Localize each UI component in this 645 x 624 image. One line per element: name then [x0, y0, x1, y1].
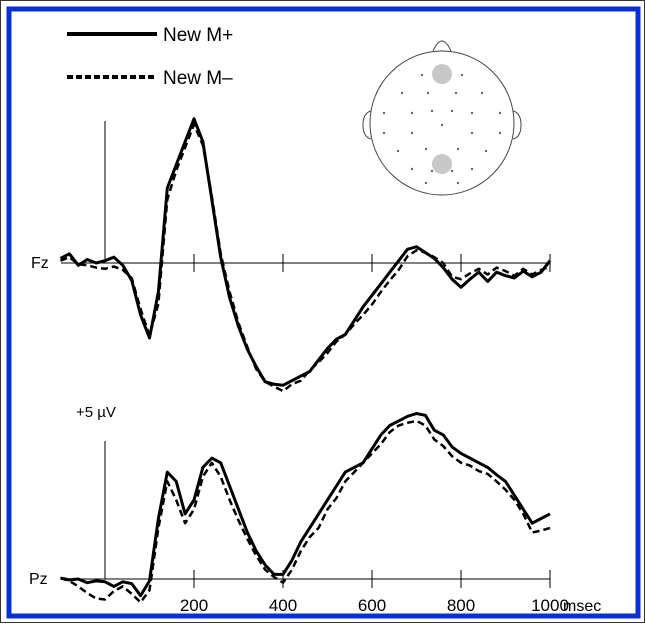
traces	[59, 117, 552, 604]
electrode-fz-marker	[432, 64, 452, 84]
electrode-dot	[470, 167, 474, 171]
pz-trace-new-m-minus	[60, 419, 551, 604]
x-tick-label-200: 200	[180, 596, 208, 615]
head-outline	[369, 50, 515, 196]
electrode-dot	[430, 169, 434, 173]
electrode-dot	[410, 131, 414, 135]
electrode-dot	[454, 91, 458, 95]
electrode-dot	[382, 131, 386, 135]
pz-axes: Pz	[29, 570, 551, 588]
plot-border	[6, 6, 641, 619]
electrode-dot	[480, 91, 484, 95]
electrode-dot	[498, 131, 502, 135]
scalp-electrode-map	[362, 40, 522, 196]
channel-label-fz: Fz	[31, 255, 49, 272]
fz-axes: Fz	[31, 121, 551, 272]
head-nose	[432, 40, 452, 52]
electrode-dot	[382, 111, 386, 115]
electrode-dot	[498, 111, 502, 115]
x-unit-label: msec	[563, 598, 601, 615]
legend: New M+ New M–	[67, 25, 233, 89]
electrode-dot	[426, 91, 430, 95]
head-right-ear	[512, 110, 522, 140]
voltage-scale: +5 µV	[76, 404, 116, 579]
electrode-dot	[440, 123, 444, 127]
electrode-dot	[470, 131, 474, 135]
legend-label-new-m-plus: New M+	[163, 25, 233, 46]
electrode-dot	[470, 111, 474, 115]
electrode-dot	[400, 91, 404, 95]
electrode-dot	[430, 109, 434, 113]
electrode-dot	[396, 149, 400, 153]
electrode-pz-marker	[432, 154, 452, 174]
x-tick-label-1000: 1000	[531, 596, 569, 615]
pz-trace-new-m-plus	[60, 412, 551, 598]
electrode-dot	[410, 167, 414, 171]
electrode-dot	[450, 109, 454, 113]
electrode-dot	[424, 147, 428, 151]
electrode-dot	[456, 181, 460, 185]
x-tick-label-600: 600	[358, 596, 386, 615]
x-tick-label-800: 800	[447, 596, 475, 615]
electrode-dot-grid	[382, 73, 502, 185]
channel-label-pz: Pz	[29, 571, 48, 588]
electrode-dot	[410, 111, 414, 115]
electrode-dot	[484, 149, 488, 153]
head-left-ear	[362, 110, 372, 140]
electrode-dot	[450, 169, 454, 173]
electrode-dot	[420, 73, 424, 77]
x-tick-label-400: 400	[269, 596, 297, 615]
electrode-dot	[424, 181, 428, 185]
scale-label: +5 µV	[76, 404, 116, 421]
fz-trace-new-m-minus	[60, 123, 551, 393]
legend-label-new-m-minus: New M–	[163, 68, 233, 89]
x-tick-labels: 200 400 600 800 1000	[180, 596, 569, 615]
electrode-dot	[456, 147, 460, 151]
electrode-dot	[460, 73, 464, 77]
